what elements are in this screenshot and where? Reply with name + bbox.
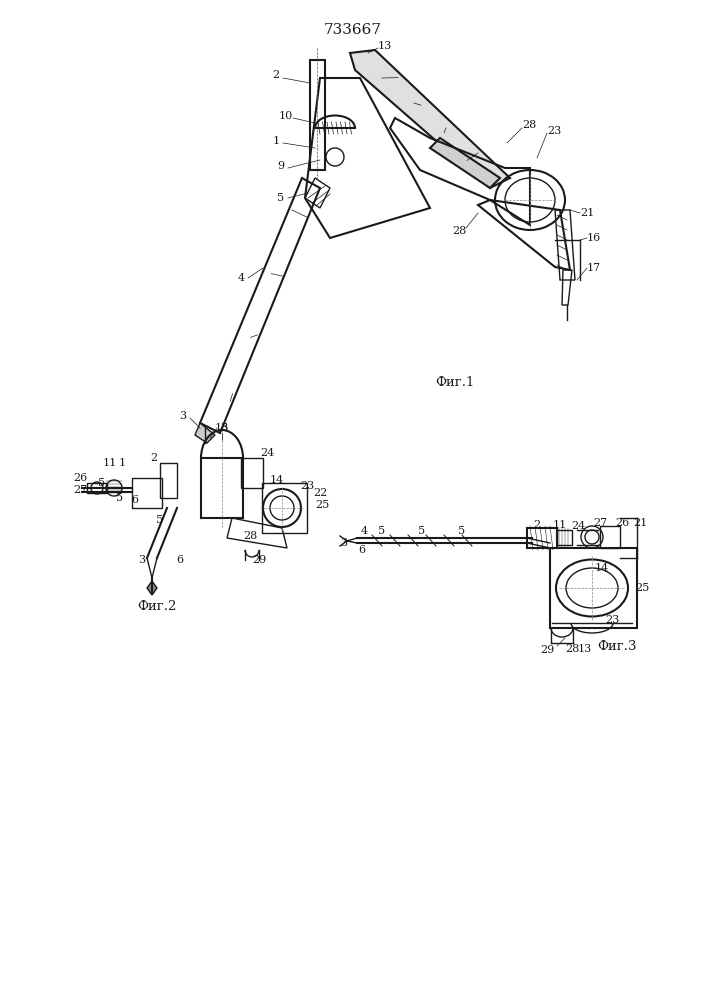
Text: 2: 2: [534, 520, 541, 530]
Text: 6: 6: [132, 495, 139, 505]
Text: 4: 4: [238, 273, 245, 283]
Text: 24: 24: [260, 448, 274, 458]
Text: 3: 3: [180, 411, 187, 421]
Text: 6: 6: [177, 555, 184, 565]
Text: 23: 23: [300, 481, 314, 491]
Text: 28: 28: [243, 531, 257, 541]
Text: 11: 11: [553, 520, 567, 530]
Text: 1: 1: [272, 136, 279, 146]
Text: 25: 25: [635, 583, 649, 593]
Polygon shape: [195, 423, 215, 443]
Text: 21: 21: [580, 208, 594, 218]
Text: 13: 13: [378, 41, 392, 51]
Text: 28: 28: [522, 120, 536, 130]
Text: 733667: 733667: [324, 23, 382, 37]
Text: 5: 5: [117, 493, 124, 503]
Text: 25: 25: [315, 500, 329, 510]
Text: 5: 5: [378, 526, 385, 536]
Text: 2: 2: [151, 453, 158, 463]
Text: 29: 29: [252, 555, 266, 565]
Text: 17: 17: [587, 263, 601, 273]
Text: 14: 14: [270, 475, 284, 485]
Text: 27: 27: [73, 485, 87, 495]
Text: 16: 16: [587, 233, 601, 243]
Text: 28: 28: [452, 226, 466, 236]
Text: 28: 28: [565, 644, 579, 654]
Text: 26: 26: [615, 518, 629, 528]
Polygon shape: [430, 138, 500, 188]
Text: 4: 4: [361, 526, 368, 536]
Text: 6: 6: [221, 423, 228, 433]
Text: 1: 1: [119, 458, 126, 468]
Text: 13: 13: [215, 423, 229, 433]
Text: 23: 23: [605, 615, 619, 625]
Text: 14: 14: [595, 563, 609, 573]
Text: 26: 26: [73, 473, 87, 483]
Text: 29: 29: [540, 645, 554, 655]
Text: 11: 11: [103, 458, 117, 468]
Text: 6: 6: [358, 545, 366, 555]
Text: 10: 10: [279, 111, 293, 121]
Text: 5: 5: [277, 193, 284, 203]
Text: 9: 9: [277, 161, 284, 171]
Text: 5: 5: [156, 515, 163, 525]
Text: 23: 23: [547, 126, 561, 136]
Text: Фиг.1: Фиг.1: [436, 375, 474, 388]
Text: 5: 5: [419, 526, 426, 536]
Text: 3: 3: [139, 555, 146, 565]
Text: 3: 3: [341, 538, 348, 548]
Text: Фиг.3: Фиг.3: [597, 640, 637, 652]
Text: 13: 13: [578, 644, 592, 654]
Text: 22: 22: [313, 488, 327, 498]
Text: 27: 27: [593, 518, 607, 528]
Text: 5: 5: [98, 478, 105, 488]
Text: 5: 5: [458, 526, 466, 536]
Polygon shape: [147, 581, 157, 595]
Polygon shape: [350, 50, 510, 188]
Text: 21: 21: [633, 518, 647, 528]
Text: 24: 24: [571, 521, 585, 531]
Text: 2: 2: [272, 70, 279, 80]
Text: Фиг.2: Фиг.2: [137, 600, 177, 613]
